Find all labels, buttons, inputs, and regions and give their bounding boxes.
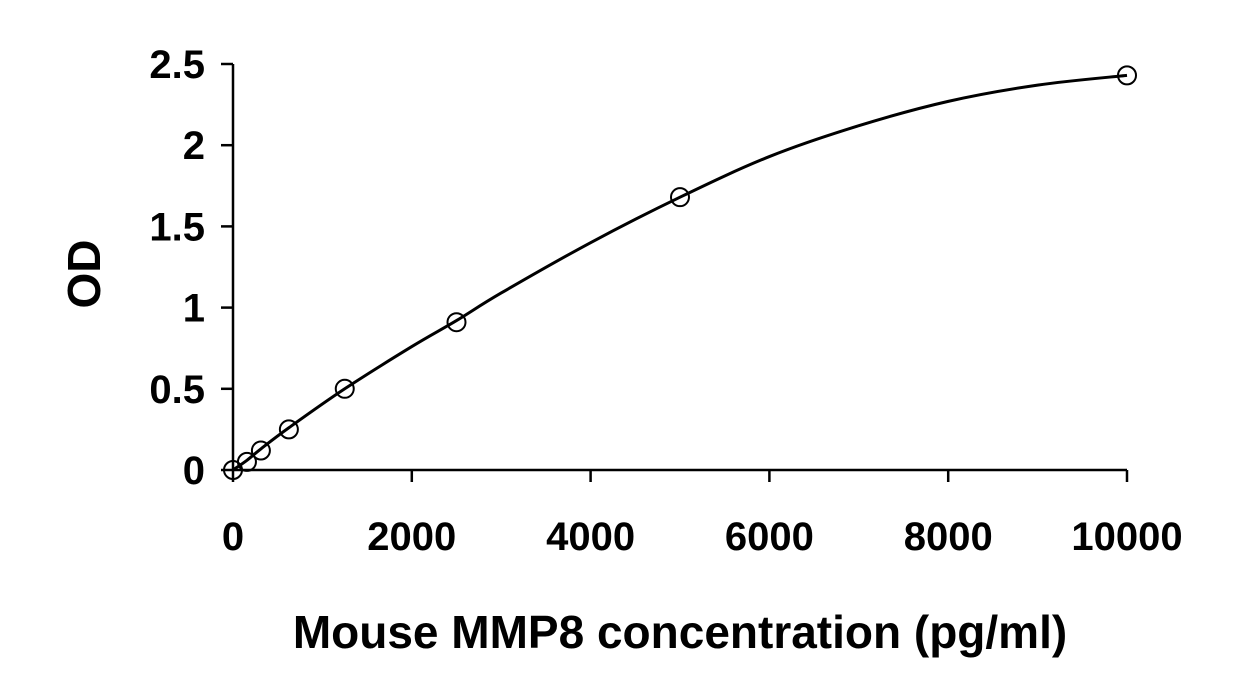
x-tick-label: 6000 <box>725 515 814 559</box>
x-tick-label: 0 <box>222 515 244 559</box>
x-tick-label: 10000 <box>1071 515 1182 559</box>
y-tick-label: 0 <box>183 449 205 493</box>
x-axis-title: Mouse MMP8 concentration (pg/ml) <box>293 606 1067 658</box>
x-tick-label: 4000 <box>546 515 635 559</box>
data-point <box>278 419 299 440</box>
x-tick-label: 8000 <box>904 515 993 559</box>
y-tick-label: 1.5 <box>149 205 205 249</box>
y-tick-label: 2 <box>183 124 205 168</box>
ticks: 0 0.5 1 1.5 2 2.5 0 2000 4000 6000 8000 10000 <box>149 43 1182 559</box>
data-point <box>446 312 467 333</box>
y-tick-label: 0.5 <box>149 368 205 412</box>
y-axis-title: OD <box>58 240 110 309</box>
data-points <box>223 65 1137 480</box>
fit-curve-line <box>232 73 1128 472</box>
y-tick-label: 2.5 <box>149 43 205 87</box>
fit-curve-layer <box>232 73 1128 472</box>
data-point <box>236 451 257 472</box>
data-point <box>1117 65 1137 86</box>
y-tick-label: 1 <box>183 287 205 331</box>
data-point <box>334 378 355 399</box>
axes <box>231 64 1127 472</box>
x-tick-label: 2000 <box>367 515 456 559</box>
data-point <box>670 187 690 208</box>
data-point <box>250 440 271 461</box>
